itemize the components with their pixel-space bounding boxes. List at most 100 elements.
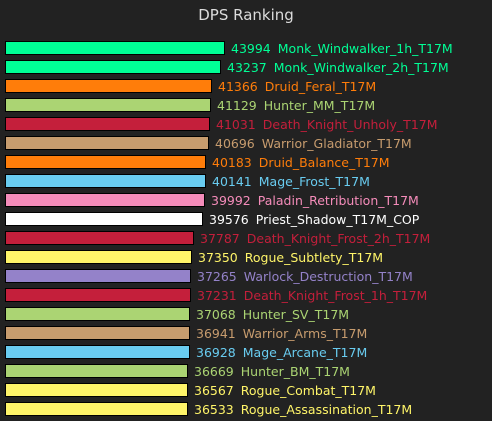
bar [5, 212, 203, 226]
bar-row: 36928 Mage_Arcane_T17M [0, 343, 492, 362]
bar-label: 37265 Warlock_Destruction_T17M [197, 268, 413, 285]
bar-name: Death_Knight_Frost_2h_T17M [246, 231, 431, 246]
bar [5, 41, 225, 55]
bar-label: 36928 Mage_Arcane_T17M [196, 344, 367, 361]
bar-label: 41031 Death_Knight_Unholy_T17M [216, 116, 438, 133]
bar-row: 37068 Hunter_SV_T17M [0, 305, 492, 324]
bar-name: Monk_Windwalker_1h_T17M [277, 41, 453, 56]
bar-label: 37068 Hunter_SV_T17M [196, 306, 349, 323]
bar-label: 41366 Druid_Feral_T17M [218, 78, 376, 95]
chart-title: DPS Ranking [198, 6, 294, 24]
bar-value: 36669 [194, 364, 234, 379]
bar-label: 43237 Monk_Windwalker_2h_T17M [227, 59, 449, 76]
bar-label: 36533 Rogue_Assassination_T17M [194, 401, 412, 418]
bar-row: 37350 Rogue_Subtlety_T17M [0, 248, 492, 267]
bar-value: 40696 [215, 136, 255, 151]
bar-label: 40696 Warrior_Gladiator_T17M [215, 135, 412, 152]
bar-row: 40183 Druid_Balance_T17M [0, 153, 492, 172]
bar-row: 39992 Paladin_Retribution_T17M [0, 191, 492, 210]
bar-name: Rogue_Assassination_T17M [240, 402, 413, 417]
bar-name: Monk_Windwalker_2h_T17M [273, 60, 449, 75]
bar-row: 41366 Druid_Feral_T17M [0, 77, 492, 96]
bar-name: Priest_Shadow_T17M_COP [255, 212, 420, 227]
bar [5, 136, 209, 150]
bar-row: 41031 Death_Knight_Unholy_T17M [0, 115, 492, 134]
bar [5, 383, 188, 397]
bar-row: 43237 Monk_Windwalker_2h_T17M [0, 58, 492, 77]
bar-value: 41366 [218, 79, 258, 94]
bar [5, 288, 191, 302]
bar-row: 36669 Hunter_BM_T17M [0, 362, 492, 381]
bar [5, 364, 188, 378]
bar-value: 43994 [231, 41, 271, 56]
bar [5, 60, 221, 74]
bar-value: 36928 [196, 345, 236, 360]
bar-row: 36567 Rogue_Combat_T17M [0, 381, 492, 400]
bar-name: Hunter_BM_T17M [240, 364, 350, 379]
bar-name: Warrior_Arms_T17M [242, 326, 368, 341]
bar [5, 250, 192, 264]
bar-label: 40183 Druid_Balance_T17M [212, 154, 390, 171]
bar-label: 36669 Hunter_BM_T17M [194, 363, 350, 380]
bar [5, 269, 191, 283]
bar-row: 37231 Death_Knight_Frost_1h_T17M [0, 286, 492, 305]
bar [5, 231, 194, 245]
bar-name: Death_Knight_Unholy_T17M [262, 117, 438, 132]
bar-label: 39992 Paladin_Retribution_T17M [211, 192, 419, 209]
bar-name: Paladin_Retribution_T17M [257, 193, 419, 208]
bar-name: Rogue_Combat_T17M [240, 383, 376, 398]
bar [5, 174, 206, 188]
bar-label: 39576 Priest_Shadow_T17M_COP [209, 211, 419, 228]
bar-label: 36567 Rogue_Combat_T17M [194, 382, 376, 399]
bar [5, 326, 190, 340]
bar-row: 43994 Monk_Windwalker_1h_T17M [0, 39, 492, 58]
bar [5, 307, 190, 321]
bar-value: 37068 [196, 307, 236, 322]
bar [5, 98, 211, 112]
bar-value: 39992 [211, 193, 251, 208]
bar-value: 36941 [196, 326, 236, 341]
bar-value: 43237 [227, 60, 267, 75]
bar-value: 41031 [216, 117, 256, 132]
bar [5, 193, 205, 207]
bar-label: 37231 Death_Knight_Frost_1h_T17M [197, 287, 427, 304]
bar-label: 37350 Rogue_Subtlety_T17M [198, 249, 383, 266]
bar-value: 36533 [194, 402, 234, 417]
bar-name: Mage_Arcane_T17M [242, 345, 368, 360]
bar-name: Druid_Balance_T17M [258, 155, 390, 170]
bar [5, 79, 212, 93]
bar-row: 37265 Warlock_Destruction_T17M [0, 267, 492, 286]
bar-value: 37350 [198, 250, 238, 265]
bar-row: 36533 Rogue_Assassination_T17M [0, 400, 492, 419]
bar-name: Death_Knight_Frost_1h_T17M [243, 288, 428, 303]
bar-label: 36941 Warrior_Arms_T17M [196, 325, 367, 342]
bar-value: 40183 [212, 155, 252, 170]
bar-value: 37787 [200, 231, 240, 246]
bar-name: Druid_Feral_T17M [264, 79, 377, 94]
bar-name: Mage_Frost_T17M [258, 174, 370, 189]
bar-name: Hunter_MM_T17M [263, 98, 376, 113]
bar-value: 37265 [197, 269, 237, 284]
bar [5, 402, 188, 416]
bar [5, 117, 210, 131]
bar-row: 39576 Priest_Shadow_T17M_COP [0, 210, 492, 229]
bar-value: 41129 [217, 98, 257, 113]
bar-value: 40141 [212, 174, 252, 189]
bar-label: 40141 Mage_Frost_T17M [212, 173, 370, 190]
bar-name: Rogue_Subtlety_T17M [244, 250, 384, 265]
bar-row: 40696 Warrior_Gladiator_T17M [0, 134, 492, 153]
bar-label: 41129 Hunter_MM_T17M [217, 97, 375, 114]
bar-name: Hunter_SV_T17M [242, 307, 350, 322]
bar [5, 345, 190, 359]
bar-row: 41129 Hunter_MM_T17M [0, 96, 492, 115]
bar [5, 155, 206, 169]
bar-label: 37787 Death_Knight_Frost_2h_T17M [200, 230, 430, 247]
bar-value: 37231 [197, 288, 237, 303]
bar-value: 36567 [194, 383, 234, 398]
bar-row: 36941 Warrior_Arms_T17M [0, 324, 492, 343]
bar-label: 43994 Monk_Windwalker_1h_T17M [231, 40, 453, 57]
bar-value: 39576 [209, 212, 249, 227]
bar-name: Warrior_Gladiator_T17M [261, 136, 412, 151]
bar-row: 37787 Death_Knight_Frost_2h_T17M [0, 229, 492, 248]
